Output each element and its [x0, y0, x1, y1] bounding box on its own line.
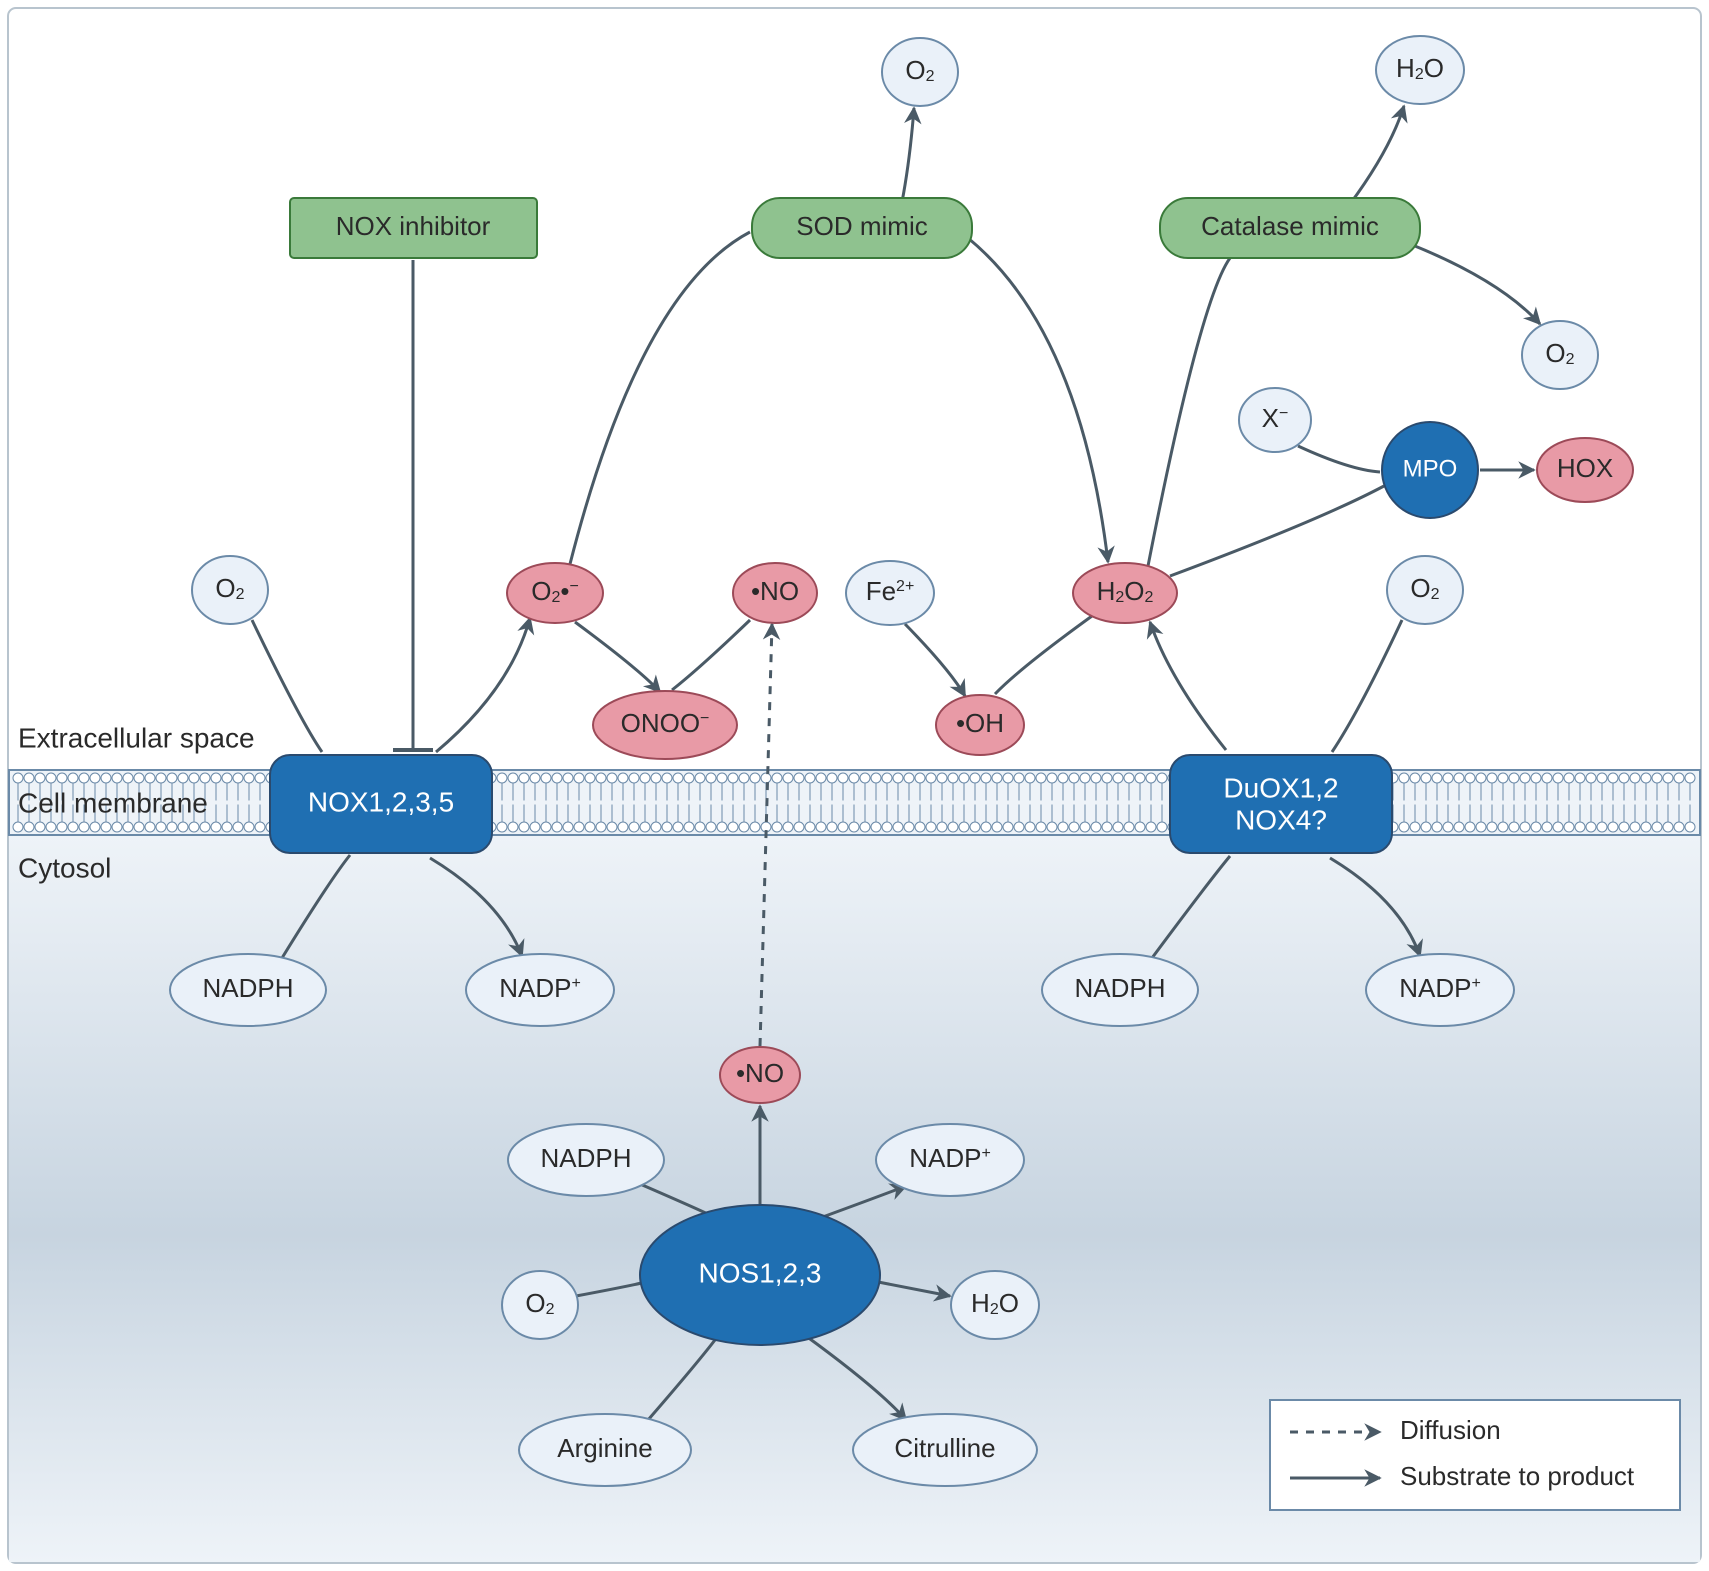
nadp_r-label: NADP+ [1399, 973, 1481, 1003]
no_ext-label: •NO [751, 576, 799, 606]
cytosol-label: Cytosol [18, 852, 111, 883]
nadph_r-label: NADPH [1074, 973, 1165, 1003]
catalase-label: Catalase mimic [1201, 211, 1379, 241]
nos-label: NOS1,2,3 [699, 1257, 822, 1288]
legend-label-0: Diffusion [1400, 1415, 1501, 1445]
nadph_nos-label: NADPH [540, 1143, 631, 1173]
nadp_l-label: NADP+ [499, 973, 581, 1003]
extracellular-label: Extracellular space [18, 722, 255, 753]
citrulline-label: Citrulline [894, 1433, 995, 1463]
nadph_l-label: NADPH [202, 973, 293, 1003]
nox-label: NOX1,2,3,5 [308, 786, 454, 817]
nox_inhib-label: NOX inhibitor [336, 211, 491, 241]
mpo-label: MPO [1403, 455, 1458, 482]
arginine-label: Arginine [557, 1433, 652, 1463]
legend-label-1: Substrate to product [1400, 1461, 1635, 1491]
nadp_nos-label: NADP+ [909, 1143, 991, 1173]
membrane-label: Cell membrane [18, 787, 208, 818]
oh-label: •OH [956, 708, 1004, 738]
hox-label: HOX [1557, 453, 1613, 483]
onoo-label: ONOO− [621, 708, 710, 738]
sod-label: SOD mimic [796, 211, 927, 241]
duox-label: DuOX1,2 [1223, 772, 1338, 803]
no_cyt-label: •NO [736, 1058, 784, 1088]
duox-label: NOX4? [1235, 804, 1327, 835]
